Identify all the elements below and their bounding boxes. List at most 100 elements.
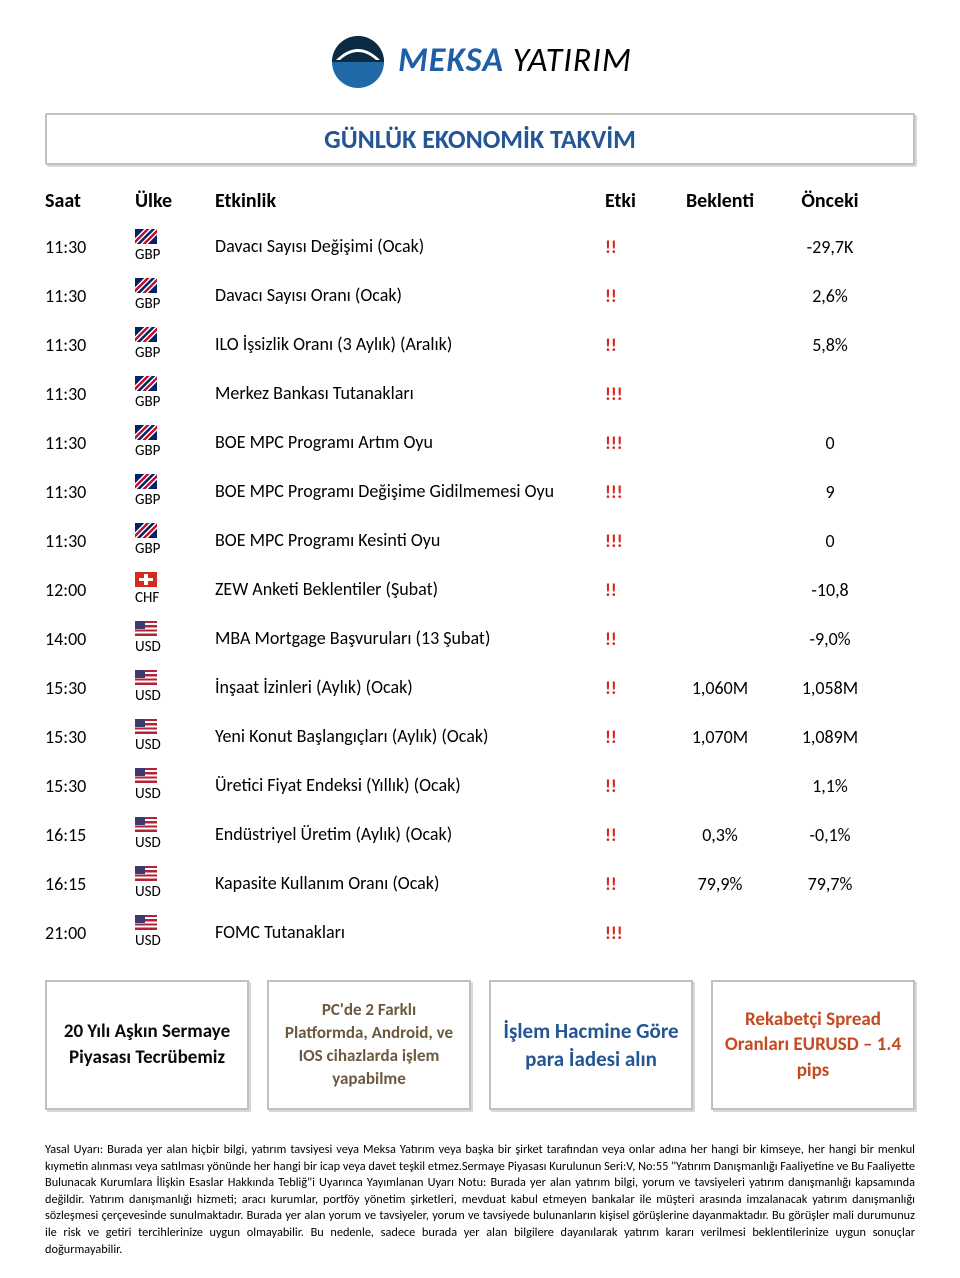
table-row: 11:30GBPMerkez Bankası Tutanakları!!! bbox=[45, 370, 915, 419]
cell-previous: 5,8% bbox=[775, 334, 885, 356]
table-row: 11:30GBPBOE MPC Programı Kesinti Oyu!!!0 bbox=[45, 517, 915, 566]
cell-impact: !! bbox=[605, 628, 665, 650]
cell-impact: !! bbox=[605, 726, 665, 748]
cell-time: 15:30 bbox=[45, 775, 135, 797]
flag-icon bbox=[135, 621, 157, 636]
cell-expected: 1,070M bbox=[665, 726, 775, 748]
cell-expected: 0,3% bbox=[665, 824, 775, 846]
cell-country: USD bbox=[135, 719, 215, 754]
cell-previous: 0 bbox=[775, 432, 885, 454]
country-code: CHF bbox=[135, 589, 159, 607]
cell-time: 11:30 bbox=[45, 285, 135, 307]
country-code: GBP bbox=[135, 246, 160, 264]
col-header-event: Etkinlik bbox=[215, 189, 605, 213]
cell-expected: 1,060M bbox=[665, 677, 775, 699]
page-title-box: GÜNLÜK EKONOMİK TAKVİM bbox=[45, 113, 915, 165]
cell-previous: -29,7K bbox=[775, 236, 885, 258]
country-code: GBP bbox=[135, 491, 160, 509]
cell-impact: !!! bbox=[605, 432, 665, 454]
cell-event: BOE MPC Programı Kesinti Oyu bbox=[215, 530, 605, 551]
cell-time: 11:30 bbox=[45, 481, 135, 503]
cell-previous: -10,8 bbox=[775, 579, 885, 601]
cell-country: GBP bbox=[135, 229, 215, 264]
cell-event: ILO İşsizlik Oranı (3 Aylık) (Aralık) bbox=[215, 334, 605, 355]
cell-time: 16:15 bbox=[45, 873, 135, 895]
cell-previous: 9 bbox=[775, 481, 885, 503]
col-header-expected: Beklenti bbox=[665, 189, 775, 213]
country-code: USD bbox=[135, 883, 161, 901]
table-row: 12:00CHFZEW Anketi Beklentiler (Şubat)!!… bbox=[45, 566, 915, 615]
flag-icon bbox=[135, 719, 157, 734]
table-row: 15:30USDYeni Konut Başlangıçları (Aylık)… bbox=[45, 713, 915, 762]
cell-time: 11:30 bbox=[45, 236, 135, 258]
cell-impact: !!! bbox=[605, 481, 665, 503]
table-row: 11:30GBPILO İşsizlik Oranı (3 Aylık) (Ar… bbox=[45, 321, 915, 370]
table-row: 15:30USDİnşaat İzinleri (Aylık) (Ocak)!!… bbox=[45, 664, 915, 713]
cell-previous: 1,089M bbox=[775, 726, 885, 748]
cell-impact: !! bbox=[605, 775, 665, 797]
cell-impact: !! bbox=[605, 236, 665, 258]
brand-header: MEKSA YATIRIM bbox=[45, 30, 915, 95]
cell-previous: 1,058M bbox=[775, 677, 885, 699]
table-row: 16:15USD Endüstriyel Üretim (Aylık) (Ocak… bbox=[45, 811, 915, 860]
cell-event: Kapasite Kullanım Oranı (Ocak) bbox=[215, 873, 605, 894]
flag-icon bbox=[135, 229, 157, 244]
country-code: USD bbox=[135, 932, 161, 950]
cell-country: GBP bbox=[135, 327, 215, 362]
cell-impact: !!! bbox=[605, 530, 665, 552]
table-row: 11:30GBPDavacı Sayısı Değişimi (Ocak)!!-… bbox=[45, 223, 915, 272]
flag-icon bbox=[135, 572, 157, 587]
page-title: GÜNLÜK EKONOMİK TAKVİM bbox=[324, 123, 636, 155]
cell-country: USD bbox=[135, 621, 215, 656]
cell-impact: !! bbox=[605, 677, 665, 699]
cell-country: GBP bbox=[135, 425, 215, 460]
col-header-time: Saat bbox=[45, 189, 135, 213]
table-row: 15:30USDÜretici Fiyat Endeksi (Yıllık) (… bbox=[45, 762, 915, 811]
cell-time: 15:30 bbox=[45, 726, 135, 748]
cell-time: 11:30 bbox=[45, 432, 135, 454]
cell-event: BOE MPC Programı Artım Oyu bbox=[215, 432, 605, 453]
cell-event: İnşaat İzinleri (Aylık) (Ocak) bbox=[215, 677, 605, 698]
cell-country: GBP bbox=[135, 523, 215, 558]
table-row: 16:15USD Kapasite Kullanım Oranı (Ocak)!!… bbox=[45, 860, 915, 909]
country-code: USD bbox=[135, 638, 161, 656]
country-code: USD bbox=[135, 834, 161, 852]
flag-icon bbox=[135, 278, 157, 293]
cell-previous: -0,1% bbox=[775, 824, 885, 846]
cell-country: GBP bbox=[135, 278, 215, 313]
table-header: Saat Ülke Etkinlik Etki Beklenti Önceki bbox=[45, 185, 915, 223]
col-header-previous: Önceki bbox=[775, 189, 885, 213]
cell-country: USD bbox=[135, 670, 215, 705]
cell-previous: -9,0% bbox=[775, 628, 885, 650]
cell-impact: !!! bbox=[605, 922, 665, 944]
flag-icon bbox=[135, 523, 157, 538]
cell-event: BOE MPC Programı Değişime Gidilmemesi Oy… bbox=[215, 481, 605, 502]
flag-icon bbox=[135, 474, 157, 489]
cell-country: GBP bbox=[135, 474, 215, 509]
table-row: 21:00USD FOMC Tutanakları!!! bbox=[45, 909, 915, 958]
cell-time: 12:00 bbox=[45, 579, 135, 601]
table-body: 11:30GBPDavacı Sayısı Değişimi (Ocak)!!-… bbox=[45, 223, 915, 958]
cell-impact: !! bbox=[605, 873, 665, 895]
cell-time: 11:30 bbox=[45, 383, 135, 405]
flag-icon bbox=[135, 670, 157, 685]
cell-country: USD bbox=[135, 866, 215, 901]
table-row: 14:00USDMBA Mortgage Başvuruları (13 Şub… bbox=[45, 615, 915, 664]
country-code: USD bbox=[135, 736, 161, 754]
cell-impact: !! bbox=[605, 285, 665, 307]
table-row: 11:30GBP BOE MPC Programı Değişime Gidilm… bbox=[45, 468, 915, 517]
flag-icon bbox=[135, 817, 157, 832]
country-code: GBP bbox=[135, 295, 160, 313]
brand-logo-icon bbox=[328, 30, 388, 90]
cell-event: Endüstriyel Üretim (Aylık) (Ocak) bbox=[215, 824, 605, 845]
col-header-impact: Etki bbox=[605, 189, 665, 213]
cell-time: 16:15 bbox=[45, 824, 135, 846]
cell-country: GBP bbox=[135, 376, 215, 411]
cell-event: MBA Mortgage Başvuruları (13 Şubat) bbox=[215, 628, 605, 649]
cell-event: FOMC Tutanakları bbox=[215, 922, 605, 943]
cell-time: 21:00 bbox=[45, 922, 135, 944]
cell-impact: !! bbox=[605, 579, 665, 601]
country-code: GBP bbox=[135, 344, 160, 362]
legal-disclaimer: Yasal Uyarı: Burada yer alan hiçbir bilg… bbox=[45, 1142, 915, 1258]
table-row: 11:30GBPBOE MPC Programı Artım Oyu!!! 0 bbox=[45, 419, 915, 468]
